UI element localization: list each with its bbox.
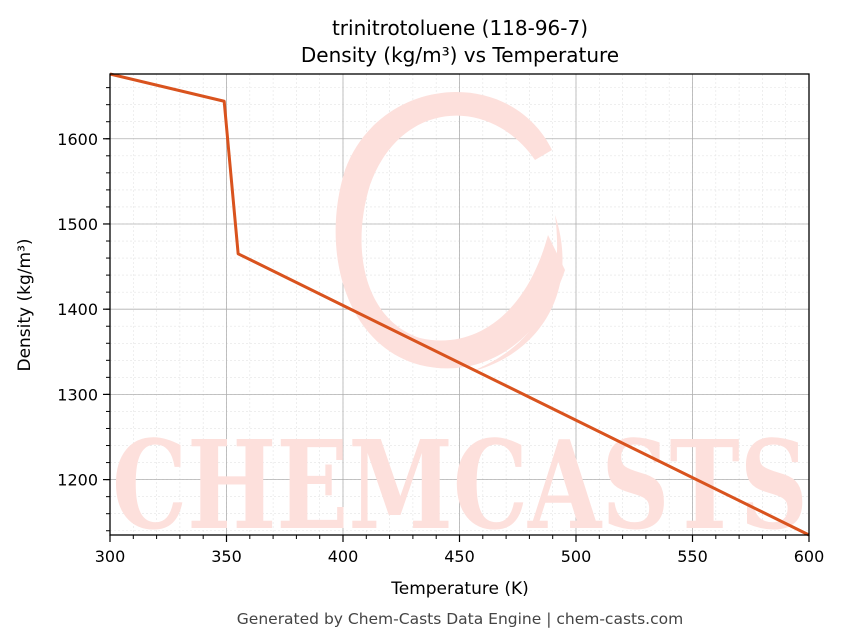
x-tick-label: 400 xyxy=(328,547,359,566)
major-grid xyxy=(109,74,810,535)
chemcasts-watermark-logo: CHEMCASTS xyxy=(112,92,808,557)
y-tick-label: 1600 xyxy=(57,130,98,149)
axis-ticks xyxy=(103,87,810,542)
series-layer xyxy=(109,72,810,537)
density-series-line xyxy=(109,72,810,537)
x-tick-label: 550 xyxy=(677,547,708,566)
y-tick-labels: 1200 1300 1400 1500 1600 xyxy=(57,130,98,490)
y-tick-label: 1400 xyxy=(57,300,98,319)
y-tick-label: 1300 xyxy=(57,385,98,404)
x-tick-label: 450 xyxy=(444,547,475,566)
x-axis-label: Temperature (K) xyxy=(390,579,529,599)
y-axis-label: Density (kg/m³) xyxy=(15,238,35,371)
x-tick-label: 500 xyxy=(561,547,592,566)
footer-credit: Generated by Chem-Casts Data Engine | ch… xyxy=(237,610,683,628)
chart-title: trinitrotoluene (118-96-7) xyxy=(332,16,588,40)
y-tick-label: 1500 xyxy=(57,215,98,234)
x-tick-label: 300 xyxy=(95,547,126,566)
x-tick-label: 350 xyxy=(211,547,242,566)
y-tick-label: 1200 xyxy=(57,471,98,490)
x-tick-labels: 300 350 400 450 500 550 600 xyxy=(95,547,825,566)
chart-subtitle: Density (kg/m³) vs Temperature xyxy=(301,43,619,67)
watermark-text: CHEMCASTS xyxy=(112,413,808,557)
x-tick-label: 600 xyxy=(794,547,825,566)
